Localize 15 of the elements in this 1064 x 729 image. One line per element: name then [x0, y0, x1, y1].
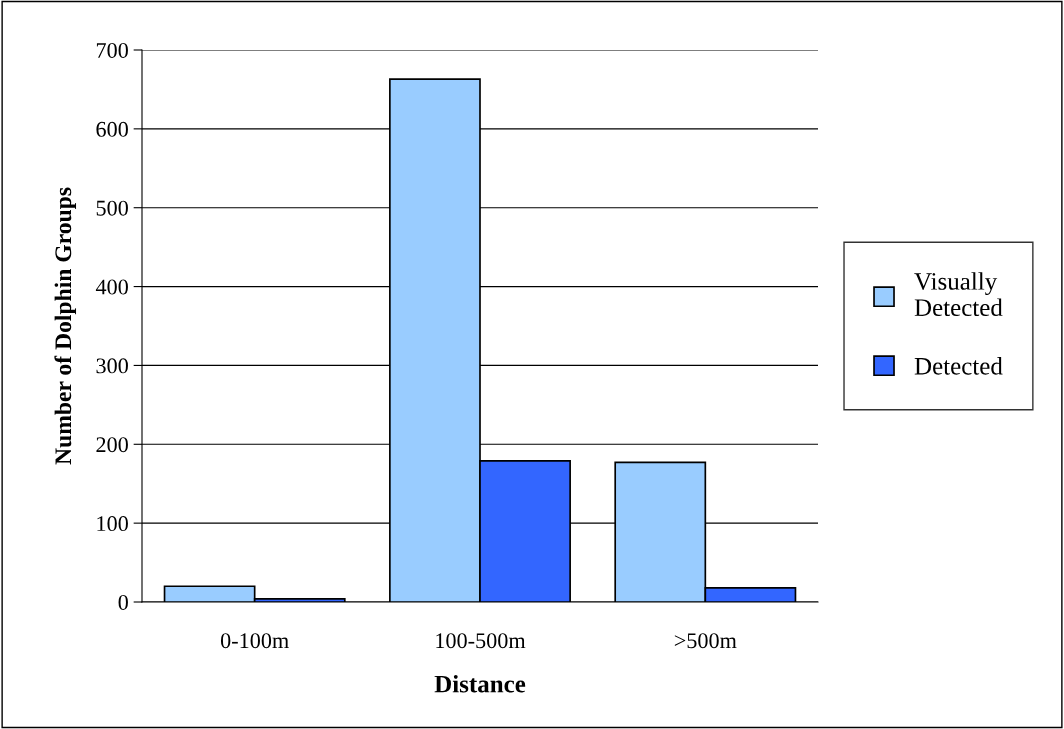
y-tick-label: 700	[96, 42, 128, 58]
x-axis-title: Distance	[434, 674, 526, 693]
x-tick-label: 100-500m	[436, 633, 526, 649]
legend-label: Detected	[914, 357, 1003, 375]
x-tick-label: 0-100m	[220, 633, 289, 649]
y-tick-label: 100	[97, 516, 128, 532]
y-axis-title: Number of Dolphin Groups	[54, 187, 77, 465]
y-tick-label: 500	[96, 200, 128, 216]
y-tick-label: 300	[96, 358, 128, 374]
y-tick-label: 200	[96, 437, 128, 453]
y-tick-label: 400	[95, 279, 128, 295]
y-tick-label: 0	[118, 594, 128, 610]
legend-label: Visually Detected	[914, 272, 1003, 317]
x-tick-label: >500m	[674, 633, 737, 649]
y-tick-label: 600	[96, 121, 128, 137]
